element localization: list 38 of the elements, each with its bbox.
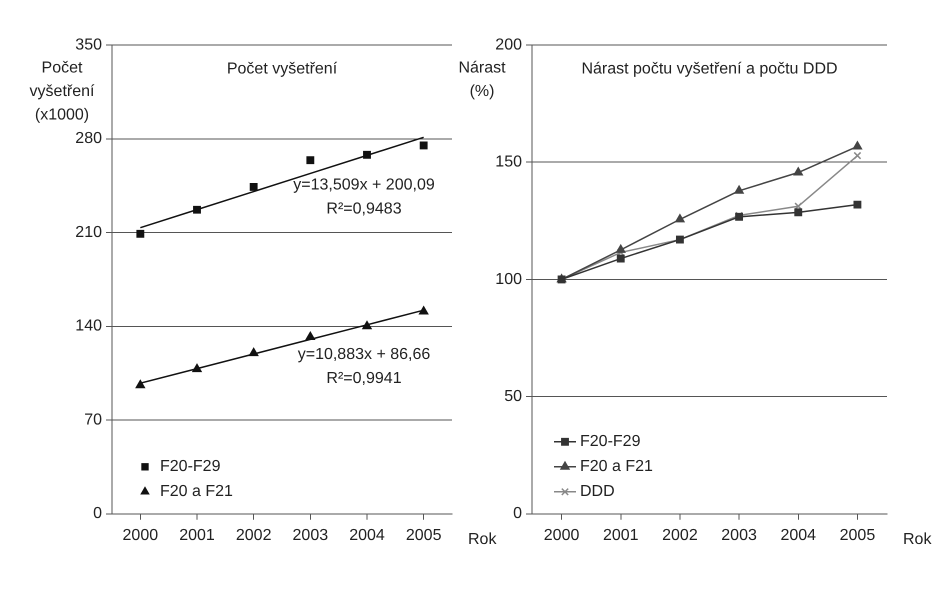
annotation: R²=0,9483 [326,200,402,218]
y-tick-label: 150 [495,154,522,171]
legend-label: F20-F29 [580,433,641,450]
y-tick-label: 140 [75,318,102,335]
x-tick-label: 2003 [292,526,328,544]
y-tick-label: 70 [84,411,102,428]
x-tick-label: 2001 [179,526,215,544]
y-tick-label: 50 [504,388,522,406]
x-tick-label: 2000 [122,526,158,544]
x-tick-label: 2004 [349,526,385,544]
legend-label: DDD [580,483,615,500]
x-tick-label: 2001 [602,526,639,544]
y-tick-label: 280 [75,130,102,148]
x-tick-label: 2005 [840,526,876,544]
text: Nárast počtu vyšetření a počtu DDD [581,60,838,78]
x-tick-label: 2000 [544,526,580,544]
y-tick-label: 0 [513,505,522,522]
annotation: y=10,883x + 86,66 [298,346,430,363]
x-tick-label: 2005 [406,526,442,544]
text: Počet vyšetření [226,60,338,78]
annotation: y=13,509x + 200,09 [293,176,435,194]
x-tick-label: 2003 [721,526,757,544]
x-axis-title: Rok [468,531,498,548]
x-tick-label: 2004 [780,526,816,544]
y-axis-title: Počet vyšetření (x1000) [30,59,96,124]
x-tick-label: 2002 [662,526,698,544]
legend-label: F20-F29 [160,458,221,476]
y-tick-label: 210 [75,224,102,241]
y-tick-label: 350 [75,36,102,54]
y-axis-title: Nárast (%) [458,59,506,100]
y-tick-label: 100 [495,270,522,288]
x-axis-title: Rok [903,531,932,548]
x-tick-label: 2002 [236,526,272,544]
y-tick-label: 200 [495,36,522,54]
legend-label: F20 a F21 [160,483,234,500]
legend-label: F20 a F21 [580,458,654,476]
annotation: R²=0,9941 [326,370,402,387]
y-tick-label: 0 [93,505,102,522]
